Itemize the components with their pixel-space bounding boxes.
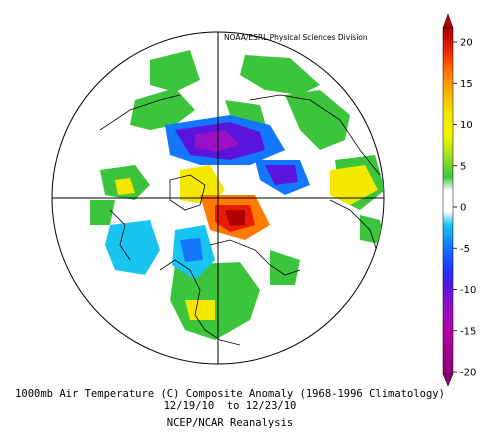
anomaly-patch-darkred bbox=[225, 210, 245, 226]
anomaly-patch-blue-pacific bbox=[105, 220, 160, 275]
colorbar-tick-label: 15 bbox=[460, 79, 473, 90]
caption-source: NCEP/NCAR Reanalysis bbox=[166, 417, 294, 429]
anomaly-patch-green-europe bbox=[130, 88, 195, 130]
colorbar: 20 15 10 5 0 -5 -10 -15 -20 bbox=[442, 13, 476, 387]
graticule bbox=[52, 32, 384, 364]
colorbar-tick-label: -5 bbox=[460, 244, 470, 255]
anomaly-patch-green-atlantic-north bbox=[150, 50, 200, 92]
colorbar-tick-label: -10 bbox=[460, 285, 476, 296]
anomaly-patch-green-asia bbox=[285, 90, 350, 150]
anomaly-patch-green-siberia bbox=[240, 55, 320, 95]
anomaly-field bbox=[90, 50, 384, 340]
anomaly-patch-yellow-us bbox=[185, 300, 215, 320]
caption-title: 1000mb Air Temperature (C) Composite Ano… bbox=[15, 388, 445, 400]
anomaly-patch-purple-siberia bbox=[265, 165, 298, 185]
colorbar-tick-label: 20 bbox=[460, 38, 473, 49]
anomaly-patch-green-eastasia bbox=[360, 215, 384, 245]
anomaly-patch-yellow-asia bbox=[330, 165, 378, 205]
anomaly-patch-green-westeuro bbox=[90, 200, 115, 225]
credit-text: NOAA/ESRL Physical Sciences Division bbox=[224, 33, 368, 42]
caption-dates: 12/19/10 to 12/23/10 bbox=[163, 400, 297, 412]
colorbar-tick-label: 0 bbox=[460, 203, 466, 214]
anomaly-patch-green-canada bbox=[270, 250, 300, 285]
anomaly-patch-blue-deep bbox=[180, 238, 203, 262]
colorbar-tick-label: 5 bbox=[460, 161, 466, 172]
coastlines bbox=[99, 94, 381, 346]
colorbar-tick-label: -20 bbox=[460, 368, 476, 379]
colorbar-tick-label: -15 bbox=[460, 326, 476, 337]
anomaly-patch-yellow-atlantic bbox=[115, 178, 135, 195]
colorbar-tick-label: 10 bbox=[460, 120, 473, 131]
